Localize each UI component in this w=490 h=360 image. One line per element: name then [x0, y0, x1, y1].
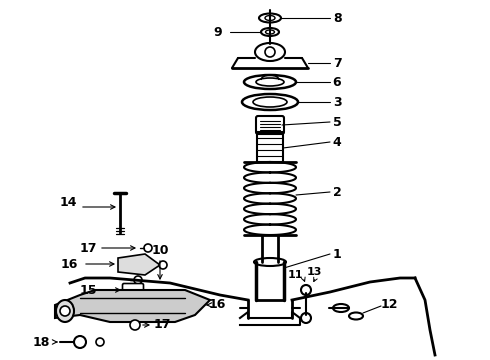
Circle shape	[134, 276, 142, 284]
Text: 16: 16	[61, 257, 78, 270]
Text: 9: 9	[213, 26, 222, 39]
Text: 12: 12	[380, 297, 398, 310]
Ellipse shape	[256, 78, 284, 86]
Text: 8: 8	[334, 12, 343, 24]
Circle shape	[144, 244, 152, 252]
Circle shape	[96, 338, 104, 346]
Circle shape	[74, 336, 86, 348]
Circle shape	[130, 320, 140, 330]
Ellipse shape	[242, 94, 298, 110]
Polygon shape	[55, 290, 210, 322]
Text: 4: 4	[333, 135, 342, 149]
Text: 2: 2	[333, 185, 342, 198]
Text: 10: 10	[151, 243, 169, 257]
Circle shape	[60, 306, 70, 316]
Text: 16: 16	[208, 298, 226, 311]
Text: 14: 14	[59, 195, 77, 208]
Circle shape	[301, 285, 311, 295]
Text: 15: 15	[79, 284, 97, 297]
Text: 17: 17	[153, 319, 171, 332]
Ellipse shape	[244, 75, 296, 89]
Circle shape	[301, 313, 311, 323]
Ellipse shape	[253, 97, 287, 107]
Ellipse shape	[56, 300, 74, 322]
Circle shape	[159, 261, 167, 269]
Text: 5: 5	[333, 116, 342, 129]
Text: 18: 18	[33, 336, 50, 348]
Ellipse shape	[255, 43, 285, 61]
Ellipse shape	[349, 312, 363, 320]
Polygon shape	[118, 254, 160, 275]
Text: 1: 1	[333, 248, 342, 261]
Text: 11: 11	[288, 270, 303, 280]
Text: 3: 3	[333, 95, 342, 108]
FancyBboxPatch shape	[256, 116, 284, 134]
Ellipse shape	[254, 258, 286, 266]
Text: 7: 7	[333, 57, 342, 69]
Circle shape	[265, 47, 275, 57]
Text: 13: 13	[306, 267, 322, 277]
Text: 17: 17	[79, 242, 97, 255]
Ellipse shape	[333, 304, 349, 312]
FancyBboxPatch shape	[122, 284, 144, 297]
Text: 6: 6	[333, 76, 342, 89]
